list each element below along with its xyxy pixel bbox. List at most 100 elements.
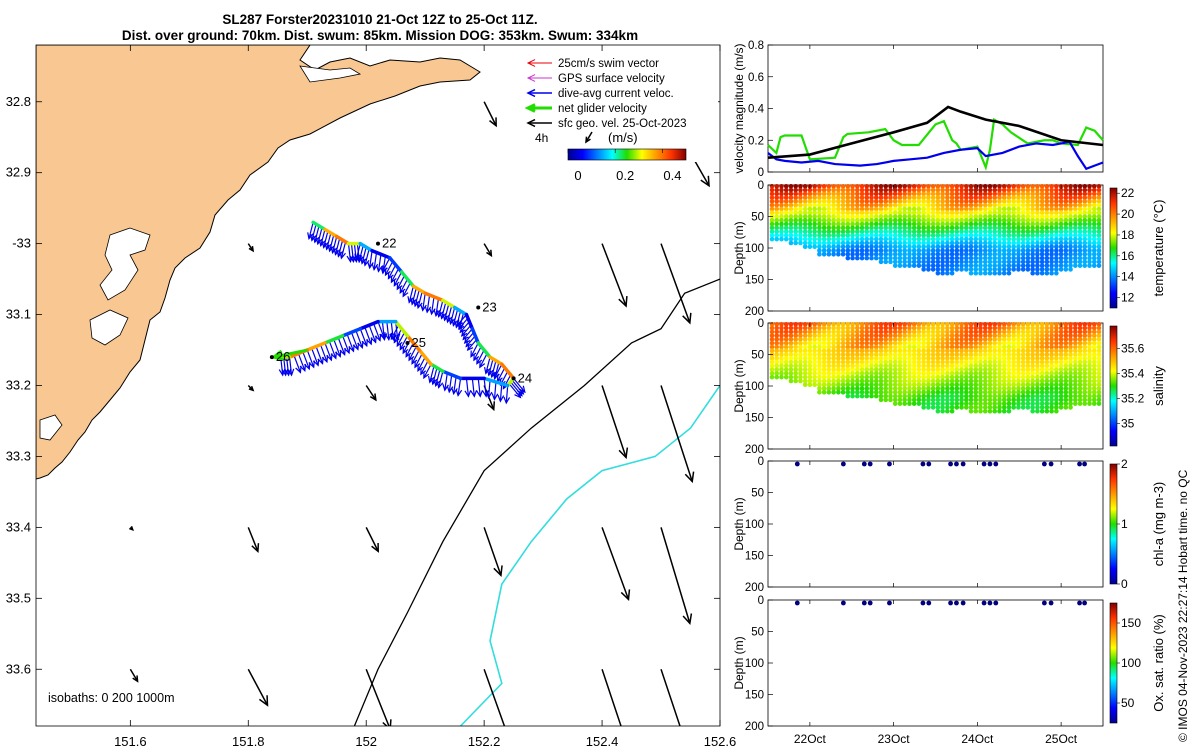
- heatmap-cell: [1063, 352, 1069, 357]
- heatmap-cell: [888, 214, 893, 219]
- heatmap-cell: [987, 355, 993, 361]
- heatmap-cell: [1001, 401, 1007, 406]
- dive-current-arrow: [340, 241, 347, 259]
- heatmap-cell: [845, 337, 851, 342]
- heatmap-cell: [911, 233, 917, 238]
- heatmap-cell: [864, 199, 870, 204]
- heatmap-cell: [1058, 233, 1064, 238]
- heatmap-cell: [1011, 217, 1016, 223]
- heatmap-cell: [845, 210, 851, 216]
- heatmap-cell: [1020, 248, 1026, 253]
- heatmap-cell: [826, 233, 832, 238]
- heatmap-cell: [911, 378, 917, 384]
- heatmap-cell: [774, 337, 780, 342]
- heatmap-cell: [1063, 229, 1069, 234]
- dive-current-arrow: [449, 307, 456, 324]
- heatmap-cell: [992, 259, 998, 265]
- heatmap-cell: [1020, 337, 1026, 342]
- heatmap-cell: [1016, 340, 1021, 346]
- legend-item-label: GPS surface velocity: [558, 73, 665, 85]
- heatmap-cell: [793, 340, 798, 346]
- heatmap-cell: [831, 367, 836, 372]
- heatmap-cell: [968, 340, 974, 346]
- heatmap-cell: [892, 390, 898, 395]
- dive-current-arrow-head: [324, 242, 332, 251]
- heatmap-cell: [826, 333, 832, 338]
- heatmap-cell: [807, 363, 813, 369]
- heatmap-cell: [968, 233, 974, 238]
- heatmap-cell: [897, 199, 903, 204]
- heatmap-cell: [1073, 240, 1078, 246]
- heatmap-cell: [892, 252, 898, 257]
- dive-current-arrow: [435, 298, 440, 316]
- heatmap-cell: [1035, 236, 1040, 242]
- heatmap-cell: [997, 248, 1002, 253]
- heatmap-cell: [902, 337, 907, 342]
- heatmap-cell: [855, 367, 860, 372]
- heatmap-cell: [864, 329, 870, 335]
- heatmap-cell: [869, 183, 874, 189]
- heatmap-cell: [892, 259, 898, 265]
- heatmap-cell: [907, 329, 912, 335]
- heatmap-cell: [888, 382, 893, 388]
- heatmap-cell: [892, 321, 898, 327]
- heatmap-cell: [921, 214, 926, 219]
- heatmap-cell: [978, 267, 983, 272]
- heatmap-cell: [907, 367, 912, 372]
- colorbar-tick-label: 100: [1121, 656, 1141, 670]
- heatmap-cell: [793, 333, 798, 338]
- heatmap-cell: [935, 202, 941, 208]
- heatmap-cell: [1020, 225, 1026, 231]
- heatmap-cell: [911, 333, 917, 338]
- y-tick-label: 0.4: [748, 104, 765, 116]
- heatmap-cell: [978, 217, 983, 223]
- heatmap-cell: [769, 210, 775, 216]
- heatmap-cell: [1044, 325, 1050, 331]
- heatmap-cell: [878, 337, 884, 342]
- heatmap-cell: [793, 221, 798, 227]
- heatmap-cell: [793, 225, 798, 231]
- heatmap-cell: [793, 374, 798, 380]
- heatmap-cell: [921, 340, 926, 346]
- heatmap-cell: [1082, 236, 1088, 242]
- heatmap-cell: [869, 352, 874, 357]
- heatmap-cell: [859, 255, 865, 261]
- heatmap-cell: [964, 187, 969, 193]
- heatmap-cell: [1054, 337, 1059, 342]
- heatmap-cell: [1063, 195, 1069, 200]
- heatmap-cell: [836, 229, 841, 234]
- heatmap-cell: [1068, 321, 1073, 327]
- heatmap-cell: [883, 217, 889, 223]
- heatmap-cell: [774, 367, 780, 372]
- heatmap-cell: [888, 352, 893, 357]
- heatmap-cell: [812, 214, 817, 219]
- heatmap-cell: [774, 206, 780, 212]
- geo-velocity-vector: [660, 527, 691, 624]
- heatmap-cell: [997, 225, 1002, 231]
- heatmap-cell: [997, 244, 1002, 250]
- colorbar-tick-label: 0.4: [663, 168, 681, 183]
- heatmap-cell: [892, 244, 898, 250]
- heatmap-cell: [1001, 236, 1007, 242]
- heatmap-cell: [959, 329, 964, 335]
- heatmap-cell: [921, 199, 926, 204]
- heatmap-cell: [916, 367, 922, 372]
- heatmap-cell: [878, 386, 884, 391]
- surface-sample-dot: [1048, 600, 1054, 606]
- heatmap-cell: [1030, 263, 1035, 268]
- heatmap-cell: [1035, 348, 1040, 354]
- dive-current-arrow-head: [464, 389, 472, 398]
- heatmap-cell: [1082, 229, 1088, 234]
- heatmap-cell: [864, 183, 870, 189]
- heatmap-cell: [1035, 408, 1040, 414]
- heatmap-cell: [1030, 252, 1035, 257]
- heatmap-cell: [982, 187, 988, 193]
- heatmap-cell: [855, 214, 860, 219]
- panel-frame: [767, 599, 1104, 727]
- heatmap-cell: [1054, 263, 1059, 268]
- geo-velocity-vector-head: [489, 117, 497, 128]
- heatmap-cell: [783, 321, 789, 327]
- heatmap-cell: [826, 321, 832, 327]
- heatmap-cell: [836, 252, 841, 257]
- heatmap-cell: [859, 252, 865, 257]
